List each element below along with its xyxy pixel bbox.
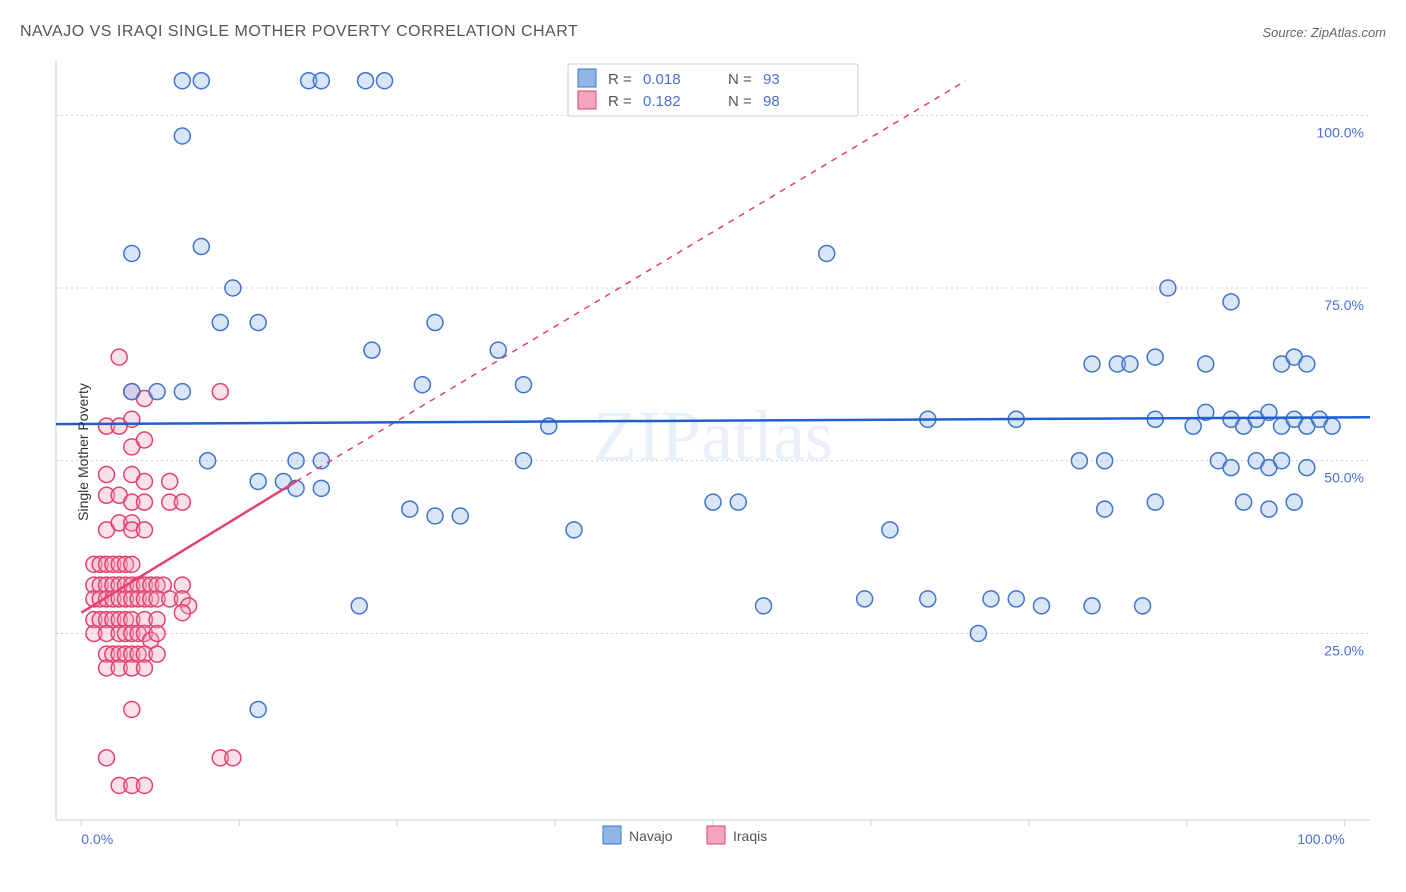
legend-label-navajo: Navajo [629, 828, 673, 844]
svg-text:N =: N = [728, 93, 752, 110]
svg-text:0.018: 0.018 [643, 71, 681, 88]
svg-text:R =: R = [608, 93, 632, 110]
x-tick-label: 100.0% [1297, 831, 1344, 847]
svg-text:93: 93 [763, 71, 780, 88]
watermark: ZIPatlas [593, 396, 833, 476]
y-tick-label: 50.0% [1324, 470, 1364, 486]
series-iraqis [86, 349, 241, 793]
source-attribution: Source: ZipAtlas.com [1262, 25, 1386, 40]
chart-title: NAVAJO VS IRAQI SINGLE MOTHER POVERTY CO… [20, 23, 578, 41]
scatter-chart: 25.0% 50.0% 75.0% 100.0% 0.0% 100.0% ZIPatlas R… [48, 52, 1378, 852]
x-tick-label: 0.0% [81, 831, 113, 847]
chart-area: Single Mother Poverty 25.0% 50.0% 75.0% 100… [48, 52, 1378, 852]
y-axis-label: Single Mother Poverty [75, 383, 91, 521]
y-tick-label: 75.0% [1324, 297, 1364, 313]
stats-box: R = 0.018 N = 93 R = 0.182 N = 98 [568, 64, 858, 116]
y-tick-label: 25.0% [1324, 642, 1364, 658]
title-bar: NAVAJO VS IRAQI SINGLE MOTHER POVERTY CO… [20, 18, 1386, 46]
y-tick-label: 100.0% [1317, 124, 1364, 140]
svg-text:98: 98 [763, 93, 780, 110]
svg-text:R =: R = [608, 71, 632, 88]
legend-label-iraqis: Iraqis [733, 828, 767, 844]
bottom-legend: Navajo Iraqis [603, 826, 767, 844]
svg-text:0.182: 0.182 [643, 93, 681, 110]
svg-text:N =: N = [728, 71, 752, 88]
